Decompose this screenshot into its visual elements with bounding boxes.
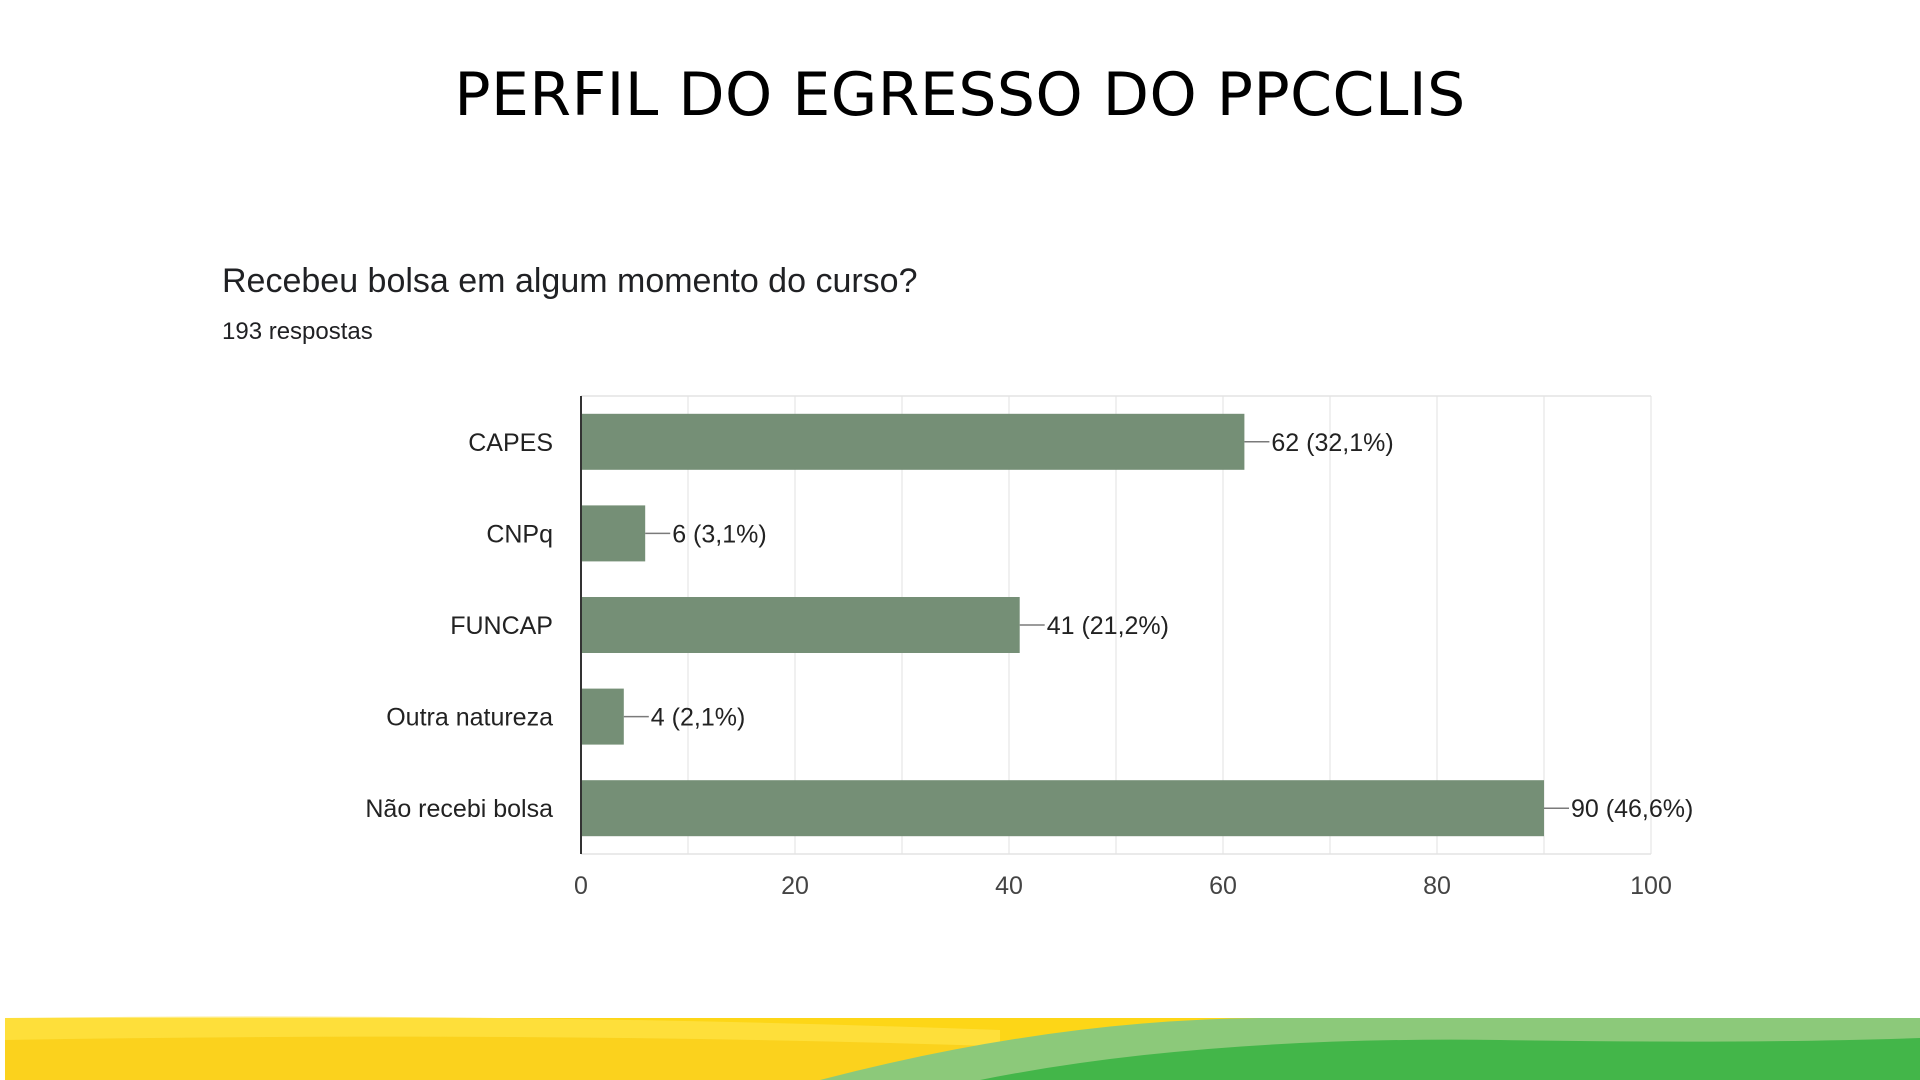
- footer-decorative-band: [5, 1016, 1920, 1080]
- category-label: Outra natureza: [386, 704, 553, 732]
- bar: [581, 413, 1245, 470]
- slide-title: PERFIL DO EGRESSO DO PPCCLIS: [454, 60, 1466, 130]
- data-label: 6 (3,1%): [672, 520, 766, 548]
- x-tick-label: 60: [1209, 872, 1237, 900]
- category-label: FUNCAP: [450, 612, 553, 640]
- chart-subtitle: 193 respostas: [222, 318, 373, 345]
- x-tick-label: 80: [1423, 872, 1451, 900]
- data-label: 90 (46,6%): [1571, 795, 1693, 823]
- chart-title: Recebeu bolsa em algum momento do curso?: [222, 262, 918, 300]
- category-label: CNPq: [486, 520, 553, 548]
- x-tick-label: 20: [781, 872, 809, 900]
- bars: [581, 413, 1544, 837]
- data-label: 62 (32,1%): [1271, 429, 1393, 457]
- x-tick-label: 40: [995, 872, 1023, 900]
- footer-yellow-wave-dark: [5, 1036, 1100, 1080]
- x-tick-label: 0: [574, 872, 588, 900]
- axes: 0 20 40 60 80 100: [574, 396, 1672, 900]
- x-tick-label: 100: [1630, 872, 1672, 900]
- data-label: 41 (21,2%): [1047, 612, 1169, 640]
- category-label: CAPES: [468, 429, 553, 457]
- footer-green-dark: [980, 1038, 1920, 1080]
- category-label: Não recebi bolsa: [365, 795, 553, 823]
- bar: [581, 780, 1544, 837]
- labels: CAPES 62 (32,1%) CNPq 6 (3,1%) FUNCAP 41 (21,…: [365, 429, 1693, 823]
- bar: [581, 688, 624, 745]
- data-label: 4 (2,1%): [651, 704, 745, 732]
- bar: [581, 505, 646, 562]
- bar-chart: 0 20 40 60 80 100 CAPES 62 (32,1%) CNPq 6 (3,1%)…: [365, 395, 1693, 900]
- bar: [581, 597, 1020, 653]
